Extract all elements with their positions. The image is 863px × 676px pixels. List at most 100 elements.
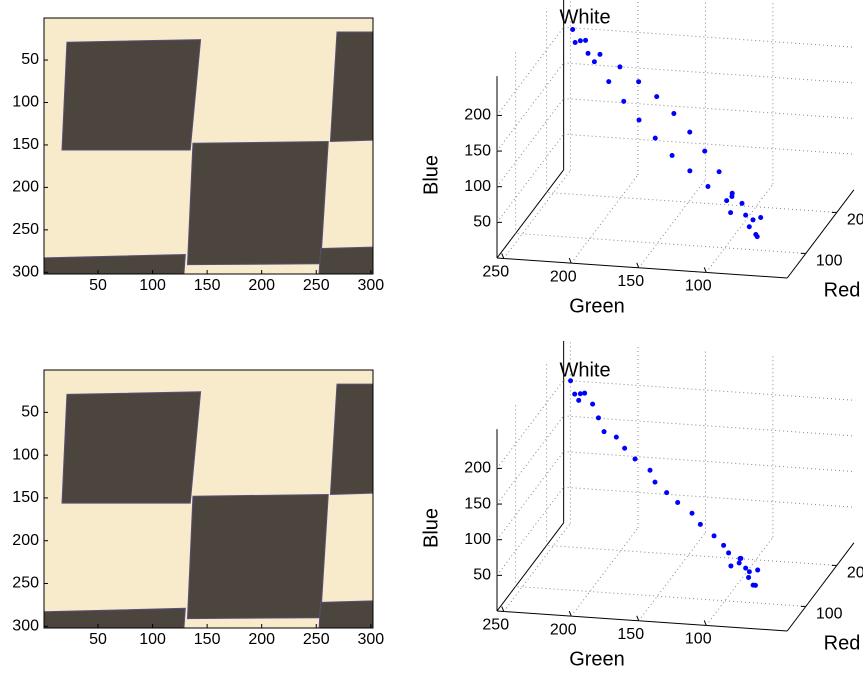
grid-line xyxy=(496,62,565,152)
point xyxy=(568,378,574,384)
x-tick-label: 250 xyxy=(303,631,330,648)
point xyxy=(750,582,756,588)
y-tick-label: 100 xyxy=(12,446,39,463)
grid-line xyxy=(563,133,854,155)
grid-line xyxy=(570,527,639,617)
point xyxy=(613,434,619,440)
grid-line xyxy=(563,379,854,401)
y-tick-label: 250 xyxy=(12,575,39,592)
box-edge xyxy=(496,169,565,259)
axes-box xyxy=(43,17,374,275)
x-tick-label: 200 xyxy=(248,631,275,648)
point xyxy=(577,391,583,397)
y-tick-label: 250 xyxy=(482,617,509,634)
y-tick-label: 150 xyxy=(617,626,644,643)
point xyxy=(726,550,732,556)
point xyxy=(736,560,742,566)
x-tick-label: 100 xyxy=(816,253,843,270)
z-tick-label: 200 xyxy=(464,107,491,124)
x-tick-label: 300 xyxy=(357,631,384,648)
grid-line xyxy=(563,62,854,84)
y-tick xyxy=(568,257,572,264)
dark-square xyxy=(44,607,186,628)
axes-box xyxy=(43,369,374,629)
point xyxy=(591,59,597,65)
point xyxy=(621,98,627,104)
chart-title: White xyxy=(559,359,610,381)
z-tick-label: 200 xyxy=(464,460,491,477)
y-tick xyxy=(636,262,640,268)
z-tick-label: 50 xyxy=(473,567,491,584)
grid-line xyxy=(496,379,565,469)
dark-square xyxy=(186,141,329,266)
grid-line xyxy=(503,523,571,612)
grid-line xyxy=(546,544,837,566)
x-tick-label: 150 xyxy=(194,277,221,294)
point xyxy=(697,521,703,527)
point xyxy=(728,563,734,569)
dark-square xyxy=(318,246,373,274)
y-tick-label: 50 xyxy=(21,404,39,421)
y-tick-label: 150 xyxy=(12,136,39,153)
y-tick-label: 100 xyxy=(12,94,39,111)
y-tick-label: 250 xyxy=(12,221,39,238)
z-tick-label: 100 xyxy=(464,178,491,195)
point xyxy=(597,51,603,57)
point xyxy=(601,429,607,435)
point xyxy=(702,148,708,154)
point xyxy=(728,210,734,216)
point xyxy=(743,212,749,218)
grid-line xyxy=(705,183,774,273)
grid-line xyxy=(515,585,806,607)
point xyxy=(711,533,717,539)
x-tick-label: 200 xyxy=(248,277,275,294)
y-tick-label: 200 xyxy=(12,532,39,549)
z-tick-label: 50 xyxy=(473,214,491,231)
x-tick-label: 200 xyxy=(847,212,863,229)
point xyxy=(729,193,735,199)
y-axis-label: Green xyxy=(569,295,625,317)
image xyxy=(44,370,373,628)
dark-square xyxy=(44,253,186,274)
dark-square xyxy=(186,494,329,620)
y-tick-label: 100 xyxy=(685,278,712,295)
grid-line xyxy=(570,174,639,264)
x-tick-label: 300 xyxy=(357,277,384,294)
dark-square xyxy=(318,600,373,628)
z-axis-label: Blue xyxy=(420,508,442,548)
grid-line xyxy=(563,486,854,508)
point xyxy=(636,117,642,123)
x-tick-label: 100 xyxy=(816,606,843,623)
x-tick-label: 100 xyxy=(139,277,166,294)
point xyxy=(585,50,591,56)
point xyxy=(583,37,589,43)
point xyxy=(654,94,660,100)
grid-line xyxy=(496,98,565,188)
y-tick xyxy=(501,253,505,259)
grid-line xyxy=(563,26,854,48)
y-tick-label: 150 xyxy=(12,489,39,506)
grid-line xyxy=(515,232,806,254)
z-axis-label: Blue xyxy=(420,155,442,195)
point xyxy=(664,490,670,496)
point xyxy=(755,567,761,573)
grid-line xyxy=(496,415,565,505)
point xyxy=(652,135,658,141)
point xyxy=(746,224,752,230)
point xyxy=(577,38,583,44)
point xyxy=(716,169,722,175)
dark-square xyxy=(329,31,373,143)
point xyxy=(671,111,677,117)
image xyxy=(44,18,373,274)
point xyxy=(595,415,601,421)
y-tick xyxy=(703,620,707,626)
y-tick-label: 300 xyxy=(12,618,39,635)
y-axis-label: Green xyxy=(569,648,625,670)
grid-line xyxy=(496,486,565,576)
x-tick-label: 50 xyxy=(89,631,107,648)
dark-square xyxy=(329,383,373,496)
x-tick-label: 100 xyxy=(139,631,166,648)
point xyxy=(746,569,752,575)
x-axis-label: Red xyxy=(824,279,861,301)
